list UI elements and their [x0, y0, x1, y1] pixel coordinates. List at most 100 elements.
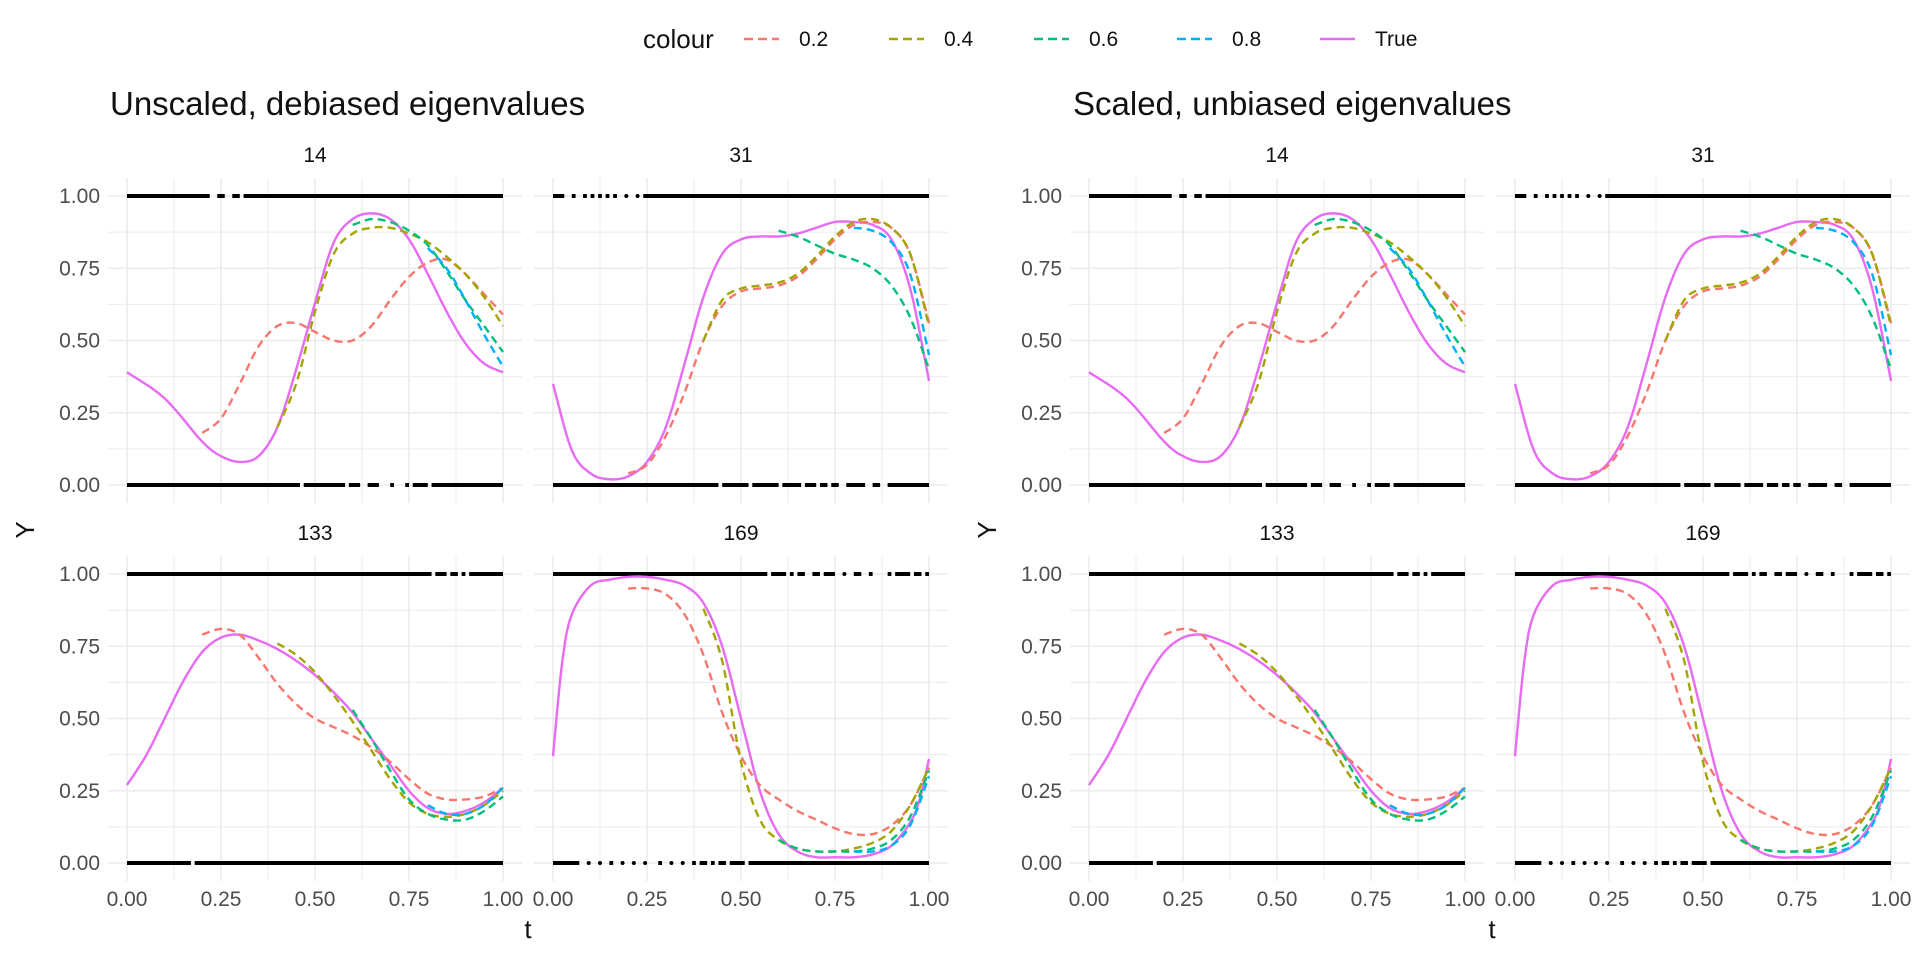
facet-label: 133: [1259, 522, 1294, 545]
series-line-0.8: [426, 247, 505, 368]
series-line-0.4: [276, 225, 505, 428]
observation-point: [680, 861, 685, 865]
x-tick-label: 0.25: [1589, 888, 1630, 911]
observation-point: [635, 194, 640, 198]
series-line-0.4: [1238, 225, 1467, 428]
series-line-0.6: [1740, 770, 1893, 853]
observation-point: [1642, 861, 1647, 865]
y-tick-label: 0.25: [59, 780, 100, 803]
observation-point: [1548, 861, 1553, 865]
x-tick-label: 0.00: [1069, 888, 1110, 911]
series-line-True: [1088, 212, 1466, 464]
x-tick-label: 0.25: [1163, 888, 1204, 911]
legend: colour 0.2 0.4 0.6 0.8 True: [643, 24, 1417, 54]
facet-169: 169 0.00 0.25 0.50 0.75 1.00: [533, 522, 950, 911]
facet-133: 133 0.00 0.25 0.50 0.75 1.00 0.00 0.25 0.50 0.75 1…: [59, 522, 523, 911]
observation-point: [1586, 194, 1591, 198]
series-line-0.8: [853, 775, 931, 854]
series-line-0.2: [201, 257, 504, 434]
x-tick-label: 0.00: [107, 888, 148, 911]
facet-31: 31: [1496, 144, 1910, 503]
y-tick-label: 0.50: [1021, 330, 1062, 353]
series-line-0.4: [1664, 608, 1893, 853]
x-tick-label: 1.00: [483, 888, 524, 911]
y-tick-label: 1.00: [59, 185, 100, 208]
series-line-0.6: [1314, 217, 1466, 353]
panels: Unscaled, debiased eigenvalues Yt 14 0.00 0.…: [10, 85, 1911, 944]
x-axis-title: t: [1488, 914, 1496, 944]
series-line-0.8: [427, 787, 504, 817]
series-line-0.6: [1740, 229, 1893, 370]
series-line-0.2: [1589, 220, 1893, 475]
observation-point: [643, 861, 648, 865]
series-line-0.2: [1163, 257, 1466, 434]
facet-label: 14: [303, 144, 327, 167]
y-tick-label: 0.00: [1021, 474, 1062, 497]
y-tick-label: 0.50: [59, 330, 100, 353]
chart-1: Scaled, unbiased eigenvalues Yt 14 0.00 0.25…: [972, 85, 1911, 944]
facet-label: 14: [1265, 144, 1289, 167]
chart-0: Unscaled, debiased eigenvalues Yt 14 0.00 0.…: [10, 85, 949, 944]
observation-point: [1605, 861, 1610, 865]
series-line-True: [1087, 633, 1466, 816]
observation-point: [1582, 861, 1587, 865]
x-tick-label: 0.75: [1351, 888, 1392, 911]
legend-label-0.4: 0.4: [944, 28, 974, 51]
y-tick-label: 0.25: [1021, 780, 1062, 803]
facet-label: 169: [1685, 522, 1720, 545]
observation-point: [842, 572, 847, 576]
series-line-True: [551, 575, 931, 859]
series-line-True: [1513, 575, 1893, 859]
x-tick-label: 0.75: [1777, 888, 1818, 911]
y-tick-label: 0.50: [59, 708, 100, 731]
legend-label-0.8: 0.8: [1232, 28, 1261, 51]
x-tick-label: 1.00: [909, 888, 950, 911]
y-tick-label: 1.00: [1021, 185, 1062, 208]
facet-14: 14 0.00 0.25 0.50 0.75 1.00: [59, 144, 522, 503]
series-line-0.6: [778, 229, 931, 370]
facet-label: 31: [729, 144, 752, 167]
observation-point: [586, 861, 591, 865]
y-tick-label: 1.00: [1021, 563, 1062, 586]
series-line-0.6: [351, 709, 504, 822]
facet-14: 14 0.00 0.25 0.50 0.75 1.00: [1021, 144, 1484, 503]
facet-label: 31: [1691, 144, 1714, 167]
x-tick-label: 0.50: [1257, 888, 1298, 911]
x-tick-label: 0.00: [533, 888, 574, 911]
series-line-True: [125, 633, 504, 816]
facet-label: 133: [297, 522, 332, 545]
chart-title: Unscaled, debiased eigenvalues: [110, 85, 585, 122]
series-line-0.4: [702, 608, 931, 853]
y-tick-label: 0.50: [1021, 708, 1062, 731]
observation-point: [1597, 194, 1602, 198]
facet-31: 31: [534, 144, 948, 503]
chart-title: Scaled, unbiased eigenvalues: [1073, 85, 1512, 122]
series-line-0.8: [1389, 787, 1466, 817]
series-line-0.4: [702, 217, 931, 341]
y-tick-label: 0.75: [1021, 257, 1062, 280]
y-tick-label: 0.75: [1021, 635, 1062, 658]
series-line-0.6: [778, 770, 931, 853]
y-tick-label: 0.75: [59, 257, 100, 280]
x-tick-label: 0.25: [627, 888, 668, 911]
legend-label-True: True: [1375, 28, 1417, 51]
series-line-0.8: [1815, 775, 1893, 854]
x-tick-label: 1.00: [1445, 888, 1486, 911]
x-tick-label: 0.50: [1683, 888, 1724, 911]
legend-label-0.2: 0.2: [799, 28, 828, 51]
series-line-0.6: [1313, 709, 1466, 822]
series-line-0.2: [1590, 586, 1893, 837]
observation-point: [624, 194, 629, 198]
legend-title: colour: [643, 24, 714, 54]
y-tick-label: 0.00: [59, 474, 100, 497]
y-tick-label: 1.00: [59, 563, 100, 586]
x-axis-title: t: [524, 914, 532, 944]
facet-169: 169 0.00 0.25 0.50 0.75 1.00: [1495, 522, 1912, 911]
facet-133: 133 0.00 0.25 0.50 0.75 1.00 0.00 0.25 0.50 0.75 1…: [1021, 522, 1485, 911]
x-tick-label: 1.00: [1871, 888, 1912, 911]
series-line-0.8: [1815, 226, 1893, 356]
x-tick-label: 0.50: [295, 888, 336, 911]
x-tick-label: 0.00: [1495, 888, 1536, 911]
series-line-0.2: [627, 220, 931, 475]
observation-point: [1593, 861, 1598, 865]
